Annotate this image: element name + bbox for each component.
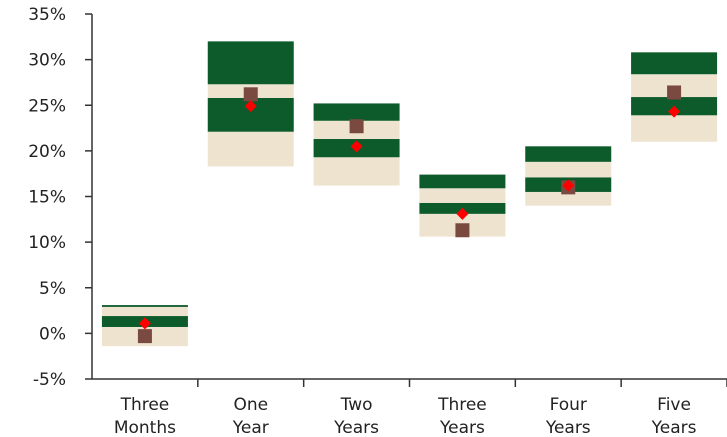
band-lower-light <box>207 131 294 167</box>
y-axis-ticks: -5% 0% 5% 10% 15% 20% 25% 30% 35% <box>28 5 92 390</box>
band-upper-dark <box>313 103 400 121</box>
x-category-label: Years <box>439 418 485 437</box>
band-upper-dark <box>525 146 612 162</box>
band-upper-dark <box>631 52 718 75</box>
y-tick-label: 5% <box>39 279 66 299</box>
square-marker <box>243 87 258 102</box>
square-marker <box>455 223 470 238</box>
band-group <box>525 146 612 206</box>
x-category-label: Three <box>120 395 170 415</box>
band-group <box>207 41 294 167</box>
band-upper-dark <box>207 41 294 85</box>
x-category-label: One <box>233 395 268 415</box>
band-middle-light <box>419 188 506 203</box>
diamond-marker <box>350 140 363 153</box>
bands-layer <box>101 41 718 347</box>
x-category-label: Five <box>657 395 691 415</box>
y-tick-label: 25% <box>28 96 66 116</box>
x-category-label: Years <box>333 418 379 437</box>
y-tick-label: 35% <box>28 5 66 25</box>
x-category-label: Year <box>232 418 269 437</box>
diamond-marker <box>668 105 681 118</box>
x-category-label: Months <box>114 418 176 437</box>
y-tick-label: 20% <box>28 142 66 162</box>
diamond-marker <box>562 179 575 192</box>
x-category-label: Two <box>340 395 373 415</box>
diamond-marker <box>456 207 469 220</box>
markers-layer <box>137 85 682 344</box>
band-lower-light <box>631 115 718 142</box>
y-tick-label: 15% <box>28 188 66 208</box>
band-middle-light <box>525 161 612 178</box>
x-category-label: Years <box>545 418 591 437</box>
band-lower-light <box>313 157 400 186</box>
y-tick-label: 10% <box>28 233 66 253</box>
y-tick-label: 0% <box>39 324 66 344</box>
band-upper-dark <box>101 305 188 307</box>
y-tick-label: 30% <box>28 51 66 71</box>
band-upper-dark <box>419 174 506 189</box>
band-lower-light <box>525 191 612 206</box>
square-marker <box>137 329 152 344</box>
square-marker <box>667 85 682 100</box>
diamond-marker <box>138 317 151 330</box>
band-middle-light <box>101 306 188 317</box>
diamond-marker <box>244 100 257 113</box>
x-axis-ticks: Three Months One Year Two Years Three Years Four… <box>114 379 727 437</box>
x-category-label: Four <box>550 395 587 415</box>
square-marker <box>349 119 364 134</box>
x-category-label: Years <box>651 418 697 437</box>
y-tick-label: -5% <box>33 370 66 390</box>
x-category-label: Three <box>437 395 487 415</box>
